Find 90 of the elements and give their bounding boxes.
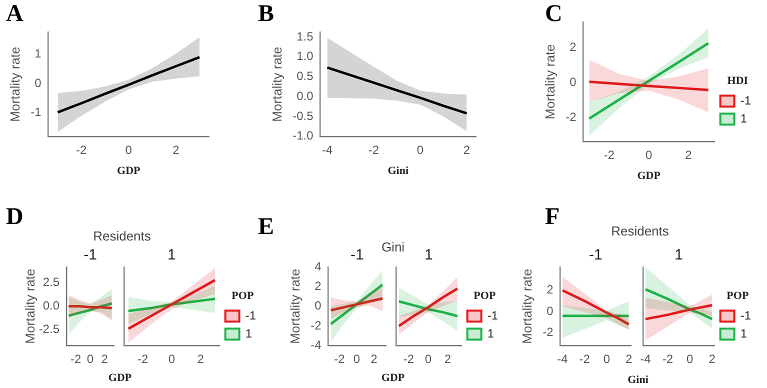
y-tick-label: 0.0: [296, 88, 314, 103]
y-tick-label: -1.0: [292, 128, 314, 143]
y-tick-label: -0.5: [292, 108, 314, 123]
legend-title: POP: [232, 290, 254, 302]
x-tick-label: 0: [125, 142, 132, 157]
legend-label: -1: [487, 308, 498, 322]
y-tick-label: 0: [546, 304, 554, 318]
chart-subtitle: Residents: [93, 228, 151, 244]
legend-label: 1: [245, 326, 252, 340]
y-tick-label: -2.5: [38, 322, 60, 336]
y-tick-label: 2.5: [42, 275, 60, 290]
x-tick-label: -2: [334, 352, 346, 366]
x-tick-label: -2: [76, 142, 88, 157]
x-tick-label: 2: [685, 148, 692, 162]
x-tick-label: 0: [353, 352, 360, 366]
x-axis-title: GDP: [637, 170, 661, 182]
y-tick-label: 2: [546, 282, 554, 297]
x-tick-label: -2: [137, 352, 148, 366]
text: -1: [84, 246, 97, 264]
x-tick-label: 0: [686, 352, 694, 366]
chart-title: B: [258, 1, 274, 27]
y-tick-label: -4: [310, 338, 322, 352]
y-tick-label: -1: [30, 105, 42, 120]
x-tick-label: 2: [172, 142, 180, 157]
y-tick-label: -2: [310, 318, 322, 332]
x-tick-label: 2: [463, 142, 470, 157]
legend-title: HDI: [727, 75, 748, 88]
x-tick-label: -2: [368, 142, 380, 157]
y-axis-title: Mortality rate: [287, 268, 302, 344]
x-tick-label: -2: [579, 352, 590, 366]
y-tick-label: 1.5: [296, 29, 314, 44]
x-tick-label: 0: [416, 142, 424, 157]
x-tick-label: 0: [603, 352, 610, 366]
text: 1: [424, 246, 433, 264]
y-tick-label: 4: [314, 259, 322, 274]
text: -1: [350, 246, 364, 264]
x-tick-label: 0: [424, 352, 432, 366]
x-tick-label: 2: [444, 352, 452, 366]
y-tick-label: 0: [570, 74, 577, 89]
legend-label: 1: [740, 326, 748, 340]
legend-label: 1: [740, 111, 748, 126]
x-tick-label: -4: [640, 352, 652, 366]
x-tick-label: 0: [168, 352, 176, 366]
y-axis-title: Mortality rate: [542, 44, 558, 120]
chart-title: A: [6, 1, 24, 27]
chart-subtitle: Gini: [381, 240, 405, 254]
y-axis-title: Mortality rate: [22, 268, 38, 344]
chart-title: D: [6, 204, 24, 230]
legend-label: -1: [740, 93, 752, 108]
y-tick-label: 1: [34, 46, 42, 61]
y-tick-label: 1.0: [296, 49, 314, 64]
x-axis-title: GDP: [381, 372, 405, 384]
x-axis-title: Gini: [628, 374, 648, 386]
x-tick-label: 0: [86, 352, 94, 366]
x-tick-label: 2: [708, 352, 716, 366]
chart-title: F: [545, 204, 560, 230]
chart-title: C: [545, 1, 562, 27]
x-tick-label: 2: [625, 352, 632, 366]
y-tick-label: -2: [542, 325, 554, 340]
x-tick-label: -2: [403, 352, 414, 366]
legend-title: POP: [726, 290, 749, 302]
legend-label: 1: [487, 326, 494, 340]
text: 1: [167, 246, 176, 264]
x-tick-label: -2: [604, 148, 615, 162]
x-axis-title: Gini: [388, 165, 409, 178]
legend-label: -1: [740, 308, 752, 322]
x-tick-label: -2: [662, 352, 674, 366]
x-tick-label: 0: [645, 148, 652, 162]
chart-subtitle: Residents: [611, 224, 669, 238]
y-axis-title: Mortality rate: [519, 268, 534, 344]
text: 1: [674, 246, 683, 264]
text: -1: [588, 246, 602, 264]
y-axis-title: Mortality rate: [7, 46, 22, 122]
y-axis-title: Mortality rate: [269, 46, 284, 122]
y-tick-label: 2: [570, 40, 577, 54]
x-tick-label: 2: [370, 352, 378, 366]
y-tick-label: 0.5: [296, 69, 314, 84]
y-tick-label: 2: [314, 278, 322, 293]
chart-title: E: [258, 214, 274, 240]
x-tick-label: 2: [197, 352, 204, 366]
legend-title: POP: [474, 290, 496, 302]
x-tick-label: 2: [101, 352, 108, 366]
y-tick-label: 0.0: [42, 298, 60, 313]
x-axis-title: GDP: [117, 165, 141, 178]
x-axis-title: GDP: [108, 372, 132, 384]
y-tick-label: 0: [314, 298, 322, 313]
y-tick-label: 0: [34, 76, 42, 90]
x-tick-label: -2: [70, 352, 82, 366]
y-tick-label: -2: [566, 110, 577, 124]
legend-label: -1: [245, 308, 256, 322]
